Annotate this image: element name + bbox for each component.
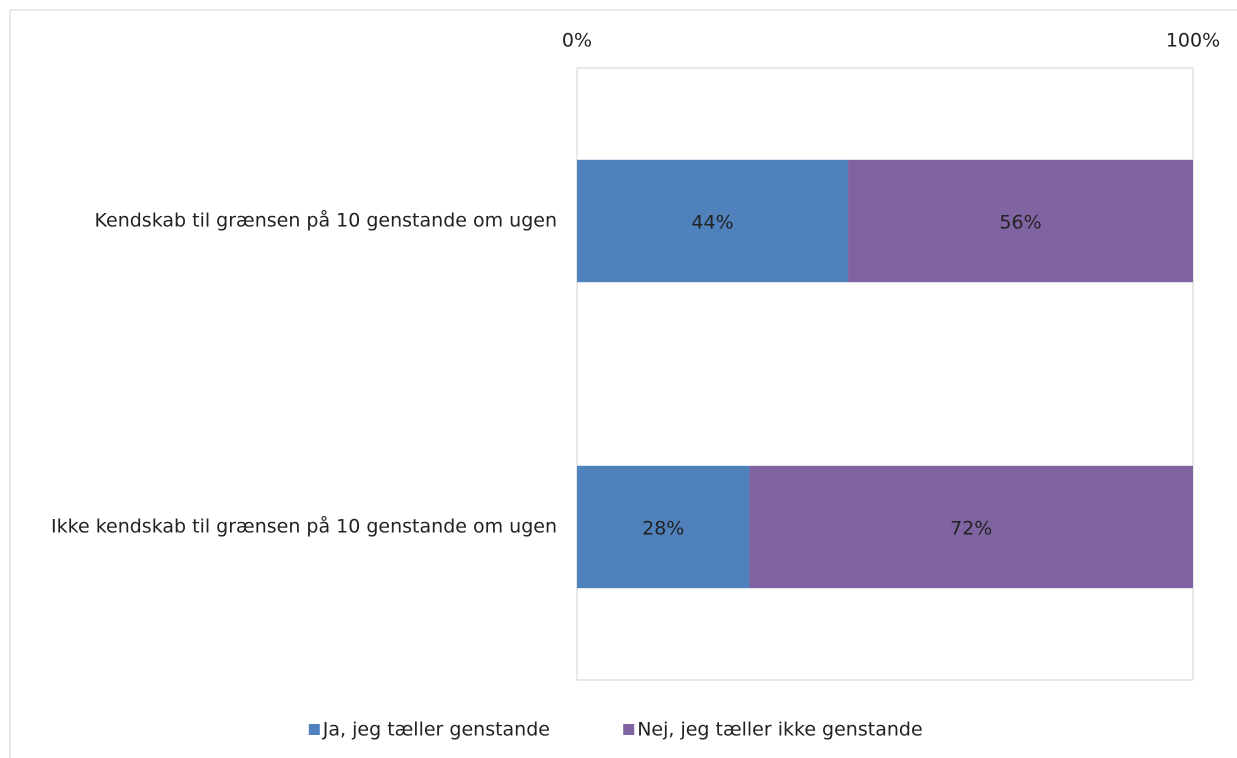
- x-tick-label: 100%: [1166, 30, 1220, 52]
- bar-segment: [749, 465, 1193, 589]
- legend-label: Ja, jeg tæller genstande: [322, 719, 550, 741]
- bar-segment: [577, 465, 750, 589]
- y-tick-label: Ikke kendskab til grænsen på 10 genstand…: [51, 515, 557, 538]
- bar-segment: [577, 159, 849, 283]
- data-label: 28%: [642, 518, 684, 540]
- x-tick-label: 0%: [562, 30, 592, 52]
- data-label: 44%: [691, 212, 733, 234]
- bar-segment: [848, 159, 1193, 283]
- data-label: 72%: [950, 518, 992, 540]
- legend-label: Nej, jeg tæller ikke genstande: [637, 719, 922, 741]
- legend-swatch: [308, 724, 320, 735]
- y-tick-label: Kendskab til grænsen på 10 genstande om …: [95, 209, 558, 232]
- legend-swatch: [623, 724, 635, 735]
- data-label: 56%: [999, 212, 1041, 234]
